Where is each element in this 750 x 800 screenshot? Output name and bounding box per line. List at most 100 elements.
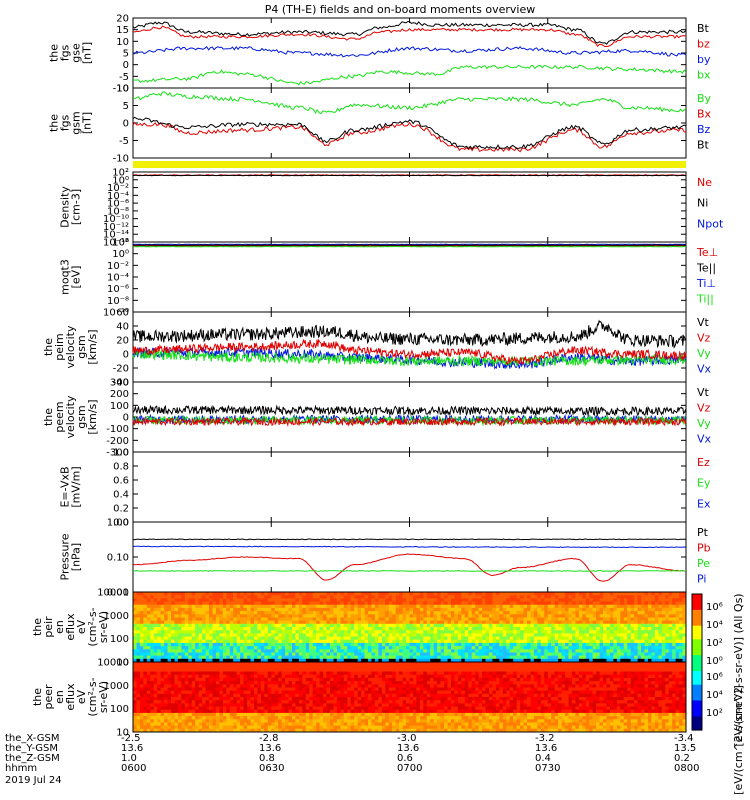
spectrogram-cell (264, 674, 269, 679)
spectrogram-cell (226, 627, 231, 631)
spectrogram-cell (288, 709, 293, 714)
spectrogram-cell (209, 703, 213, 708)
spectrogram-cell (164, 658, 169, 663)
spectrogram-cell (651, 595, 656, 599)
spectrogram-cell (146, 598, 151, 603)
spectrogram-cell (205, 633, 210, 638)
spectrogram-cell (292, 633, 296, 638)
spectrogram-cell (146, 681, 151, 685)
spectrogram-cell (675, 614, 680, 618)
spectrogram-cell (271, 716, 276, 720)
spectrogram-cell (133, 658, 137, 663)
spectrogram-cell (464, 614, 469, 618)
spectrogram-cell (229, 649, 234, 653)
spectrogram-cell (257, 684, 262, 688)
spectrogram-cell (153, 630, 158, 634)
spectrogram-cell (464, 617, 469, 622)
spectrogram-cell (533, 636, 538, 641)
spectrogram-cell (347, 639, 352, 644)
spectrogram-cell (136, 592, 141, 596)
spectrogram-cell (430, 614, 435, 618)
spectrogram-cell (665, 655, 670, 660)
spectrogram-cell (461, 611, 466, 615)
spectrogram-cell (229, 620, 234, 625)
spectrogram-cell (316, 595, 321, 599)
series-by (132, 45, 687, 58)
spectrogram-cell (578, 649, 583, 653)
spectrogram-cell (468, 611, 473, 615)
spectrogram-cell (527, 607, 531, 612)
spectrogram-cell (247, 725, 252, 730)
spectrogram-cell (146, 719, 151, 723)
spectrogram-cell (364, 649, 369, 653)
spectrogram-cell (575, 627, 580, 631)
spectrogram-cell (240, 620, 245, 625)
spectrogram-cell (499, 620, 504, 625)
spectrogram-cell (416, 611, 421, 615)
spectrogram-cell (485, 639, 490, 644)
spectrogram-cell (634, 620, 639, 625)
spectrogram-cell (243, 604, 248, 609)
spectrogram-cell (233, 719, 238, 723)
spectrogram-cell (302, 662, 307, 666)
spectrogram-cell (592, 604, 597, 609)
spectrogram-cell (343, 601, 348, 606)
spectrogram-cell (139, 719, 144, 723)
ytick-label: 60 (116, 308, 129, 319)
spectrogram-cell (243, 636, 248, 641)
spectrogram-cell (295, 674, 300, 679)
spectrogram-cell (150, 642, 155, 647)
spectrogram-cell (430, 604, 435, 609)
spectrogram-cell (658, 598, 663, 603)
spectrogram-cell (157, 719, 162, 723)
spectrogram-cell (368, 595, 372, 599)
spectrogram-cell (281, 642, 286, 647)
spectrogram-cell (451, 630, 455, 634)
spectrogram-cell (271, 722, 276, 727)
spectrogram-cell (599, 611, 604, 615)
spectrogram-cell (368, 607, 372, 612)
spectrogram-cell (665, 598, 670, 603)
spectrogram-cell (575, 658, 580, 663)
spectrogram-cell (509, 652, 514, 657)
spectrogram-cell (274, 674, 279, 679)
series-Vt (132, 404, 687, 417)
spectrogram-cell (426, 607, 431, 612)
spectrogram-cell (575, 646, 580, 650)
spectrogram-cell (644, 658, 649, 663)
spectrogram-cell (565, 611, 569, 615)
spectrogram-cell (326, 633, 331, 638)
spectrogram-cell (326, 646, 331, 650)
spectrogram-cell (658, 592, 663, 596)
spectrogram-cell (184, 668, 189, 673)
spectrogram-cell (288, 703, 293, 708)
spectrogram-cell (461, 652, 466, 657)
spectrogram-cell (133, 614, 137, 618)
spectrogram-cell (188, 649, 193, 653)
spectrogram-cell (247, 697, 252, 701)
spectrogram-cell (454, 652, 459, 657)
spectrogram-cell (551, 598, 556, 603)
spectrogram-cell (568, 611, 573, 615)
spectrogram-cell (298, 646, 303, 650)
spectrogram-cell (278, 712, 283, 717)
spectrogram-cell (167, 595, 172, 599)
spectrogram-cell (333, 627, 338, 631)
spectrogram-cell (554, 649, 559, 653)
spectrogram-cell (627, 642, 632, 647)
spectrogram-cell (668, 658, 673, 663)
spectrogram-cell (368, 646, 372, 650)
spectrogram-cell (184, 649, 189, 653)
spectrogram-cell (565, 614, 569, 618)
spectrogram-cell (133, 607, 137, 612)
spectrogram-cell (143, 693, 148, 698)
spectrogram-cell (136, 627, 141, 631)
spectrogram-cell (571, 658, 576, 663)
spectrogram-cell (288, 604, 293, 609)
spectrogram-cell (374, 642, 379, 647)
spectrogram-cell (285, 633, 290, 638)
spectrogram-cell (554, 652, 559, 657)
spectrogram-cell (399, 592, 404, 596)
spectrogram-cell (236, 693, 241, 698)
spectrogram-cell (672, 649, 677, 653)
